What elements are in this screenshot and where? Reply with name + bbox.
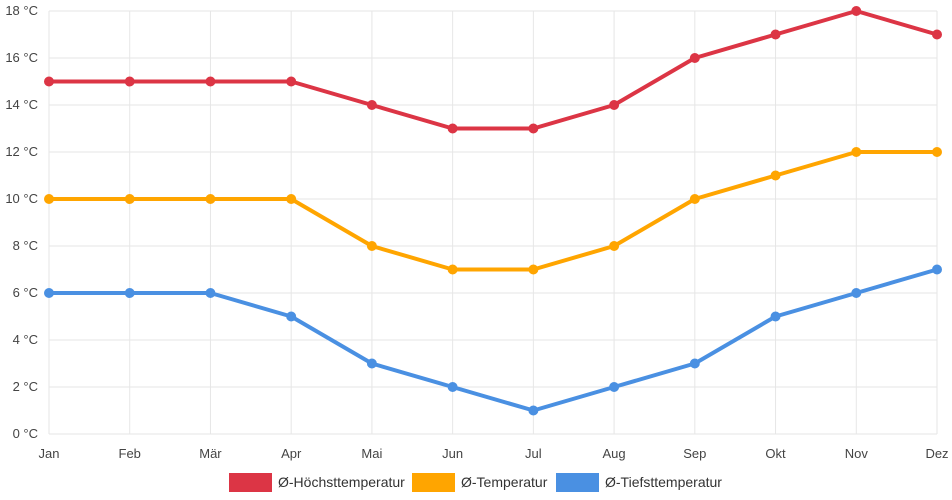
x-tick-label: Dez [925,446,948,461]
data-point[interactable] [609,241,620,251]
data-point[interactable] [689,358,700,369]
data-point[interactable] [124,288,135,298]
x-tick-label: Jul [525,446,542,461]
data-point[interactable] [205,194,216,204]
x-axis-ticks: Jan Feb Mär Apr Mai Jun Jul Aug Sep Okt Nov Dez [39,446,949,461]
data-point[interactable] [366,358,377,369]
y-tick-label: 6 °C [13,285,38,300]
x-tick-label: Okt [765,446,786,461]
x-tick-label: Jan [39,446,60,461]
legend-swatch [229,473,272,492]
data-point[interactable] [851,6,862,16]
data-point[interactable] [124,194,135,204]
data-point[interactable] [286,76,297,87]
data-point[interactable] [609,100,620,110]
data-point[interactable] [447,123,458,134]
data-point[interactable] [851,147,862,157]
data-point[interactable] [44,288,54,298]
y-tick-label: 2 °C [13,379,38,394]
legend-label[interactable]: Ø-Temperatur [461,474,548,490]
legend-label[interactable]: Ø-Tiefsttemperatur [605,474,722,490]
x-tick-label: Sep [683,446,706,461]
grid-lines [48,10,938,435]
y-tick-label: 8 °C [13,238,38,253]
data-point[interactable] [528,264,539,275]
data-point[interactable] [528,405,539,416]
legend-label[interactable]: Ø-Höchsttemperatur [278,474,405,490]
y-tick-label: 4 °C [13,332,38,347]
data-point[interactable] [205,288,216,298]
y-tick-label: 10 °C [5,191,38,206]
data-point[interactable] [366,241,377,251]
y-tick-label: 12 °C [5,144,38,159]
data-point[interactable] [932,29,942,40]
y-axis-ticks: 0 °C 2 °C 4 °C 6 °C 8 °C 10 °C 12 °C 14 °C 16 °C… [5,3,38,441]
x-tick-label: Feb [119,446,141,461]
data-point[interactable] [366,100,377,110]
x-tick-label: Nov [845,446,869,461]
legend-swatch [412,473,455,492]
data-point[interactable] [851,288,862,298]
series-line-0 [47,9,939,131]
series-line-2 [47,267,939,413]
data-point[interactable] [286,311,297,322]
data-point[interactable] [689,194,700,204]
series-line-1 [47,150,939,272]
data-point[interactable] [609,382,620,392]
series-points [44,6,942,416]
data-point[interactable] [44,76,54,87]
data-point[interactable] [770,29,781,40]
data-point[interactable] [286,194,297,204]
data-point[interactable] [770,170,781,181]
y-tick-label: 0 °C [13,426,38,441]
data-point[interactable] [932,264,942,275]
x-tick-label: Mai [361,446,382,461]
x-tick-label: Jun [442,446,463,461]
x-tick-label: Apr [281,446,302,461]
y-tick-label: 14 °C [5,97,38,112]
data-point[interactable] [932,147,942,157]
legend: Ø-Höchsttemperatur Ø-Temperatur Ø-Tiefstte… [229,473,722,492]
x-tick-label: Aug [603,446,626,461]
data-point[interactable] [528,123,539,134]
data-point[interactable] [447,382,458,392]
series-lines [47,9,939,413]
data-point[interactable] [124,76,135,87]
legend-swatch [556,473,599,492]
data-point[interactable] [770,311,781,322]
data-point[interactable] [44,194,54,204]
y-tick-label: 18 °C [5,3,38,18]
x-tick-label: Mär [199,446,222,461]
y-tick-label: 16 °C [5,50,38,65]
data-point[interactable] [689,53,700,63]
data-point[interactable] [205,76,216,87]
data-point[interactable] [447,264,458,275]
